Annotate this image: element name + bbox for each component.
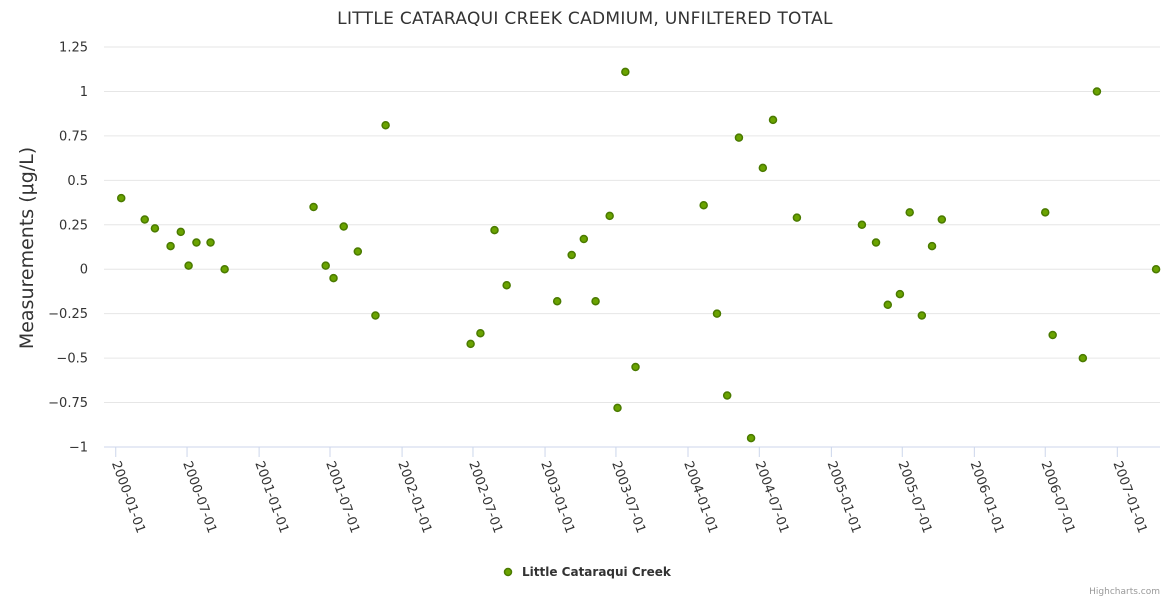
data-point[interactable]	[466, 339, 475, 349]
data-point[interactable]	[895, 289, 905, 299]
legend-label[interactable]: Little Cataraqui Creek	[522, 565, 672, 579]
y-tick-label: 0.75	[59, 129, 88, 144]
data-point[interactable]	[758, 163, 768, 173]
data-point[interactable]	[927, 241, 937, 251]
y-tick-label: 0	[80, 263, 88, 278]
data-point[interactable]	[140, 215, 149, 224]
data-point[interactable]	[1078, 353, 1088, 363]
data-point[interactable]	[116, 193, 126, 203]
data-point[interactable]	[502, 280, 511, 290]
x-tick-label: 2007-01-01	[1110, 459, 1150, 535]
y-tick-label: −0.75	[48, 396, 88, 411]
data-point[interactable]	[883, 300, 893, 310]
data-point[interactable]	[768, 115, 778, 125]
data-point[interactable]	[176, 227, 186, 237]
x-tick-label: 2002-07-01	[465, 459, 505, 535]
y-tick-label: 0.5	[67, 174, 88, 189]
data-point[interactable]	[166, 241, 175, 251]
legend[interactable]: Little Cataraqui Creek	[503, 565, 672, 579]
data-point[interactable]	[552, 296, 562, 306]
data-point[interactable]	[184, 261, 193, 270]
data-point[interactable]	[321, 261, 330, 270]
x-tick-label: 2006-01-01	[967, 459, 1007, 535]
data-point[interactable]	[746, 433, 756, 443]
data-point[interactable]	[591, 296, 600, 306]
data-point[interactable]	[567, 250, 576, 260]
x-tick-label: 2005-07-01	[895, 459, 935, 535]
data-point[interactable]	[917, 311, 927, 320]
data-point[interactable]	[150, 224, 160, 233]
x-tick-label: 2000-07-01	[179, 459, 219, 535]
x-axis: 2000-01-01 2000-07-01 2001-01-01 2001-07-01…	[104, 446, 1160, 535]
data-point[interactable]	[857, 220, 867, 230]
x-tick-label: 2004-07-01	[752, 459, 792, 535]
data-point[interactable]	[490, 225, 499, 235]
data-point[interactable]	[734, 133, 744, 142]
data-point[interactable]	[1040, 208, 1050, 217]
y-tick-label: −0.5	[56, 352, 88, 367]
x-tick-label: 2006-07-01	[1037, 459, 1077, 535]
data-point[interactable]	[371, 311, 380, 320]
y-tick-label: −0.25	[48, 307, 88, 322]
data-point[interactable]	[699, 200, 708, 210]
data-point[interactable]	[905, 208, 914, 217]
data-point[interactable]	[613, 403, 622, 413]
data-point[interactable]	[476, 328, 485, 338]
y-tick-label: 1	[80, 85, 88, 100]
y-tick-label: −1	[69, 441, 88, 456]
gridlines	[104, 46, 1160, 404]
data-point[interactable]	[353, 247, 363, 256]
y-axis-ticks: 1.25 1 0.75 0.5 0.25 0 −0.25 −0.5 −0.75 −1	[48, 41, 88, 456]
legend-marker[interactable]	[503, 567, 513, 577]
x-tick-label: 2001-01-01	[251, 459, 291, 535]
x-tick-label: 2003-01-01	[537, 459, 577, 535]
data-point[interactable]	[579, 234, 589, 244]
data-point[interactable]	[329, 273, 338, 283]
data-point[interactable]	[339, 222, 348, 231]
series-little-cataraqui-creek[interactable]	[116, 67, 1161, 443]
x-tick-label: 2001-07-01	[322, 459, 362, 535]
x-tick-label: 2000-01-01	[108, 459, 148, 535]
y-tick-label: 1.25	[59, 41, 88, 56]
data-point[interactable]	[792, 213, 802, 222]
data-point[interactable]	[192, 238, 201, 247]
data-point[interactable]	[1048, 330, 1057, 340]
credits-link[interactable]: Highcharts.com	[1089, 587, 1160, 597]
data-point[interactable]	[937, 215, 947, 224]
data-point[interactable]	[722, 391, 732, 400]
chart-title: LITTLE CATARAQUI CREEK CADMIUM, UNFILTER…	[337, 9, 833, 29]
data-point[interactable]	[1092, 87, 1102, 96]
data-point[interactable]	[1151, 264, 1161, 274]
data-point[interactable]	[381, 120, 390, 130]
data-point[interactable]	[309, 202, 318, 212]
data-point[interactable]	[871, 238, 881, 247]
data-point[interactable]	[621, 67, 630, 77]
data-point[interactable]	[712, 309, 722, 318]
data-point[interactable]	[220, 264, 229, 274]
data-point[interactable]	[605, 211, 614, 221]
x-tick-label: 2003-07-01	[608, 459, 648, 535]
data-point[interactable]	[206, 238, 215, 247]
data-point[interactable]	[631, 362, 640, 372]
x-tick-label: 2005-01-01	[824, 459, 864, 535]
y-axis-label: Measurements (μg/L)	[16, 147, 38, 349]
x-tick-label: 2002-01-01	[394, 459, 434, 535]
y-tick-label: 0.25	[59, 218, 88, 233]
x-tick-label: 2004-01-01	[680, 459, 720, 535]
